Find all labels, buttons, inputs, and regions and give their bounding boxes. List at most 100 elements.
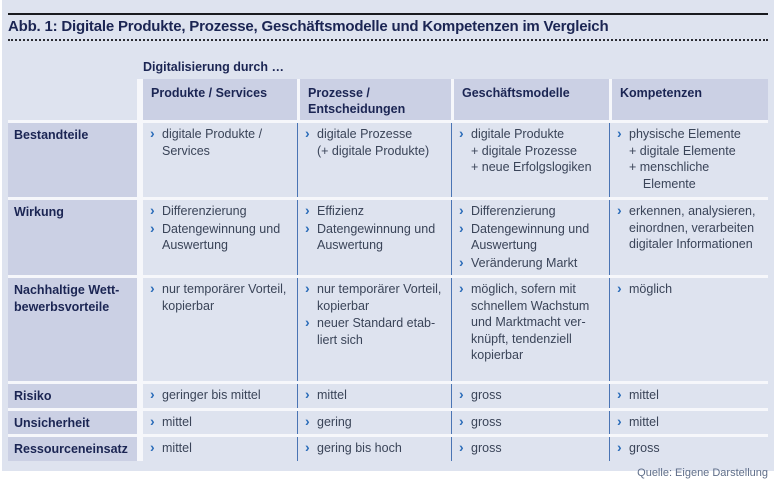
bullet-text: gross <box>471 414 502 429</box>
bullet-item: › möglich, sofern mit schnellem Wachstum … <box>454 280 605 364</box>
bullet-text: mittel <box>162 441 192 456</box>
table-cell: › gross <box>451 410 609 435</box>
chevron-bullet-icon: › <box>459 202 464 219</box>
bullet-text: physische Elemente + digitale Elemente +… <box>629 127 741 191</box>
chevron-bullet-icon: › <box>305 202 310 219</box>
bullet-item: › mittel <box>300 386 447 404</box>
bullet-text: Differenzierung <box>162 204 247 219</box>
bullet-text: digitale Produkte / Services <box>162 127 263 158</box>
bullet-item: › mittel <box>145 413 293 431</box>
bullet-item: › Datengewinnung und Auswertung <box>300 219 447 254</box>
bullet-item: › gross <box>454 412 605 431</box>
bullet-text: mittel <box>629 388 659 403</box>
bullet-item: › digitale Produkte / Services <box>145 125 293 159</box>
chevron-bullet-icon: › <box>459 439 464 456</box>
table-cell: › möglich <box>609 278 768 382</box>
table-row: Bestandteile › digitale Produkte / Service… <box>8 123 768 198</box>
top-rule <box>8 13 768 15</box>
bullet-text: mittel <box>629 414 659 429</box>
bullet-item: › erkennen, analysieren, einordnen, verar… <box>612 202 764 253</box>
chevron-bullet-icon: › <box>459 280 464 297</box>
bullet-text: Datengewinnung und Auswertung <box>317 221 436 253</box>
dotted-rule <box>8 39 768 41</box>
chevron-bullet-icon: › <box>459 219 464 236</box>
column-header: Geschäftsmodelle <box>454 79 609 121</box>
bullet-text: Effizienz <box>317 204 365 219</box>
table-cell: › mittel <box>143 437 297 461</box>
header-label-spacer <box>8 79 137 121</box>
figure-title: Abb. 1: Digitale Produkte, Prozesse, Ges… <box>8 18 609 35</box>
table-cell: › gross <box>451 384 609 408</box>
comparison-table: Produkte / Services Prozesse / Entscheidu… <box>8 79 768 461</box>
table-cell: › mittel <box>609 384 768 408</box>
chevron-bullet-icon: › <box>459 412 464 429</box>
bullet-item: › digitale Prozesse (+ digitale Produkte) <box>300 125 447 159</box>
bullet-text: möglich, sofern mit schnellem Wachstum u… <box>471 282 590 363</box>
column-header: Prozesse / Entscheidungen <box>300 79 451 121</box>
table-header-row: Produkte / Services Prozesse / Entscheidu… <box>8 79 768 121</box>
table-cell: › mittel <box>143 410 297 435</box>
table-cell: › mittel <box>609 410 768 435</box>
chevron-bullet-icon: › <box>305 219 310 236</box>
bullet-text: gross <box>629 441 660 456</box>
bullet-text: gering <box>317 414 352 429</box>
chevron-bullet-icon: › <box>617 412 622 429</box>
table-row: Ressourceneinsatz › mittel › gering bis hoch… <box>8 437 768 461</box>
bullet-text: nur temporärer Vorteil, kopierbar <box>162 282 287 313</box>
chevron-bullet-icon: › <box>617 125 622 142</box>
table-cell: › Effizienz › Datengewinnung und Auswertung <box>297 200 451 276</box>
chevron-bullet-icon: › <box>305 125 310 142</box>
column-header: Kompetenzen <box>612 79 768 121</box>
table-row: Risiko › geringer bis mittel › mittel › gross ›… <box>8 384 768 408</box>
bullet-item: › mittel <box>612 386 764 404</box>
table-row: Nachhaltige Wett- bewerbsvorteile › nur te… <box>8 278 768 382</box>
chevron-bullet-icon: › <box>150 125 155 142</box>
table-cell: › nur temporärer Vorteil, kopierbar › neuer… <box>297 278 451 382</box>
chevron-bullet-icon: › <box>459 253 464 270</box>
bullet-item: › mittel <box>612 412 764 431</box>
bullet-text: neuer Standard etab- liert sich <box>317 316 436 347</box>
row-label: Nachhaltige Wett- bewerbsvorteile <box>8 278 137 382</box>
bullet-item: › Effizienz <box>300 202 447 220</box>
bullet-item: › nur temporärer Vorteil, kopierbar <box>145 280 293 314</box>
row-label: Bestandteile <box>8 123 137 198</box>
row-label: Unsicherheit <box>8 410 137 435</box>
bullet-item: › Veränderung Markt <box>454 253 605 272</box>
bullet-item: › nur temporärer Vorteil, kopierbar <box>300 280 447 314</box>
table-cell: › geringer bis mittel <box>143 384 297 408</box>
bullet-text: Differenzierung <box>471 204 556 219</box>
table-row: Wirkung › Differenzierung › Datengewinnung u… <box>8 200 768 276</box>
bullet-text: Datengewinnung und Auswertung <box>162 221 281 253</box>
table-group-header: Digitalisierung durch … <box>143 60 284 74</box>
table-cell: › möglich, sofern mit schnellem Wachstum … <box>451 278 609 382</box>
chevron-bullet-icon: › <box>305 412 310 429</box>
bullet-item: › Datengewinnung und Auswertung <box>145 220 293 254</box>
chevron-bullet-icon: › <box>459 125 464 142</box>
bullet-text: gross <box>471 441 502 456</box>
source-caption: Quelle: Eigene Darstellung <box>637 466 768 479</box>
bullet-text: digitale Prozesse (+ digitale Produkte) <box>317 127 430 158</box>
bullet-item: › geringer bis mittel <box>145 386 293 404</box>
chevron-bullet-icon: › <box>305 386 310 403</box>
bullet-item: › Datengewinnung und Auswertung <box>454 219 605 254</box>
bullet-text: gering bis hoch <box>317 441 402 456</box>
table-row: Unsicherheit › mittel › gering › gross › mittel <box>8 410 768 435</box>
chevron-bullet-icon: › <box>617 439 622 456</box>
chevron-bullet-icon: › <box>459 386 464 403</box>
table-cell: › Differenzierung › Datengewinnung und Ausw… <box>143 200 297 276</box>
bullet-item: › Differenzierung <box>145 202 293 220</box>
chevron-bullet-icon: › <box>150 202 155 219</box>
chevron-bullet-icon: › <box>617 280 622 297</box>
chevron-bullet-icon: › <box>305 314 310 331</box>
bullet-item: › gross <box>454 439 605 457</box>
bullet-item: › möglich <box>612 280 764 298</box>
chevron-bullet-icon: › <box>150 386 155 403</box>
table-cell: › gross <box>451 437 609 461</box>
bullet-text: digitale Produkte + digitale Prozesse + … <box>471 127 592 175</box>
bullet-item: › physische Elemente + digitale Elemente … <box>612 125 764 192</box>
bullet-text: Datengewinnung und Auswertung <box>471 221 590 253</box>
chevron-bullet-icon: › <box>617 202 622 219</box>
table-cell: › gering <box>297 410 451 435</box>
chevron-bullet-icon: › <box>617 386 622 403</box>
